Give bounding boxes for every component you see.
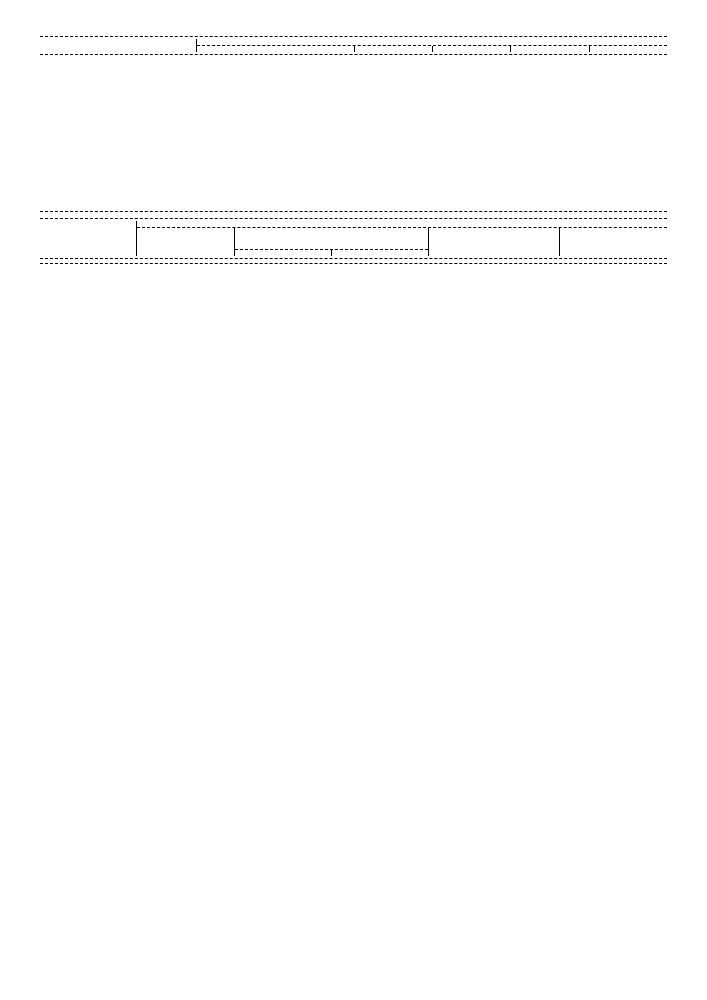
t2-cell <box>536 63 667 79</box>
t2-cell <box>458 95 536 111</box>
t2-cell <box>302 149 380 165</box>
t2-row-label <box>40 79 224 95</box>
t2-row-label <box>40 165 224 181</box>
t2-cell <box>458 133 536 149</box>
t2-cell <box>224 95 302 111</box>
t2-cell <box>302 133 380 149</box>
t2-cell <box>224 133 302 149</box>
table-3-header <box>40 221 667 256</box>
divider <box>40 258 667 259</box>
t2-cell <box>380 181 458 197</box>
t2-col-4 <box>511 46 589 52</box>
t2-cell <box>536 149 667 165</box>
t2-cell <box>380 133 458 149</box>
t2-col-1 <box>197 46 354 52</box>
t2-cell <box>224 181 302 197</box>
t2-cell <box>536 165 667 181</box>
t3-col-mass <box>137 228 234 256</box>
t2-cell <box>224 165 302 181</box>
t2-cell <box>224 63 302 79</box>
t2-cell <box>536 117 667 133</box>
t2-cell <box>536 133 667 149</box>
t2-row-label <box>40 203 224 209</box>
t2-cell <box>380 79 458 95</box>
t2-cell <box>536 181 667 197</box>
t2-cell <box>380 63 458 79</box>
divider <box>40 36 667 37</box>
t2-row-label <box>40 181 224 197</box>
t2-cell <box>380 149 458 165</box>
table-2-header <box>40 39 667 52</box>
t2-cell <box>302 63 380 79</box>
t2-cell <box>224 117 302 133</box>
components-heading <box>40 39 197 52</box>
t2-cell <box>380 95 458 111</box>
divider <box>40 54 667 55</box>
composition-heading <box>40 221 137 256</box>
divider <box>40 218 667 219</box>
t2-cell <box>458 149 536 165</box>
t2-row-label <box>40 95 224 111</box>
t2-cell <box>302 95 380 111</box>
t3-col-strength <box>234 228 429 249</box>
t2-row-label <box>40 63 224 79</box>
t2-row-label <box>40 117 224 133</box>
t3-col-before <box>234 250 331 256</box>
t3-col-frost <box>559 228 667 256</box>
t2-cell <box>458 165 536 181</box>
t2-cell <box>380 203 458 209</box>
t2-col-3 <box>433 46 511 52</box>
t2-col-known <box>589 46 667 52</box>
t2-cell <box>536 203 667 209</box>
t2-cell <box>224 203 302 209</box>
t2-cell <box>380 117 458 133</box>
t2-cell <box>302 165 380 181</box>
divider <box>40 211 667 212</box>
t2-cell <box>380 165 458 181</box>
t2-cell <box>458 203 536 209</box>
t2-cell <box>458 63 536 79</box>
t2-row-label <box>40 133 224 149</box>
t2-cell <box>302 117 380 133</box>
t2-cell <box>224 79 302 95</box>
table-2-body <box>40 57 667 209</box>
t2-row-label <box>40 149 224 165</box>
t2-cell <box>302 203 380 209</box>
t2-cell <box>458 79 536 95</box>
divider <box>40 263 667 264</box>
t3-col-absorb <box>429 228 559 256</box>
t2-cell <box>302 181 380 197</box>
t2-col-2 <box>354 46 432 52</box>
t3-col-after <box>332 250 429 256</box>
t2-cell <box>224 149 302 165</box>
t2-cell <box>536 95 667 111</box>
t2-cell <box>458 117 536 133</box>
t2-cell <box>458 181 536 197</box>
t2-cell <box>536 79 667 95</box>
t2-cell <box>302 79 380 95</box>
